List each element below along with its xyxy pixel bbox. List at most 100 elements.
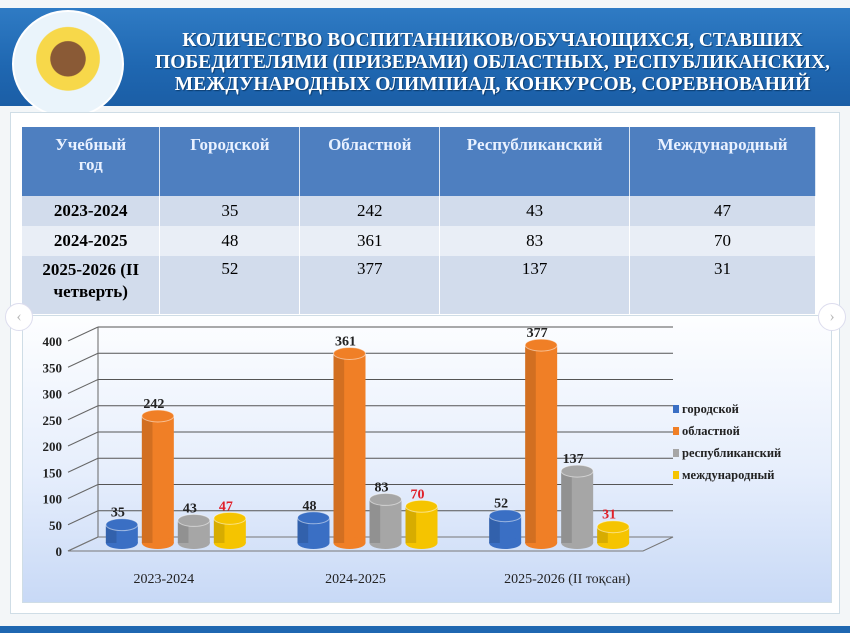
- gridline-side: [67, 457, 99, 473]
- page-title: КОЛИЧЕСТВО ВОСПИТАННИКОВ/ОБУЧАЮЩИХСЯ, СТ…: [140, 30, 845, 96]
- table-row: 2023-2024 35 242 43 47: [22, 196, 816, 226]
- bar-shade: [561, 471, 572, 543]
- gridline-side: [67, 352, 99, 368]
- bar-shade: [369, 499, 381, 543]
- cell-year: 2023-2024: [22, 196, 161, 226]
- title-line: КОЛИЧЕСТВО ВОСПИТАННИКОВ/ОБУЧАЮЩИХСЯ, СТ…: [182, 30, 803, 51]
- legend-item: областной: [682, 424, 740, 438]
- data-label: 361: [335, 334, 356, 349]
- gridline-side: [67, 510, 99, 526]
- bar-top: [369, 492, 402, 506]
- bar-base: [525, 537, 558, 549]
- chevron-left-icon: ‹: [16, 308, 22, 325]
- legend-swatch: [673, 405, 679, 413]
- bar-top: [333, 346, 366, 360]
- data-table: Учебный год Городской Областной Республи…: [22, 127, 816, 314]
- bar-shade: [597, 526, 608, 543]
- legend-item: международный: [682, 468, 774, 482]
- data-label: 83: [375, 480, 389, 495]
- title-line: ПОБЕДИТЕЛЯМИ (ПРИЗЕРАМИ) ОБЛАСТНЫХ, РЕСП…: [155, 52, 830, 73]
- bar-shade: [525, 345, 536, 543]
- bar-областной: [525, 345, 558, 543]
- y-tick-label: 100: [43, 492, 63, 507]
- data-label: 137: [563, 452, 584, 467]
- gridline-side: [67, 431, 99, 447]
- prev-slide-button[interactable]: ‹: [5, 303, 33, 331]
- bar-base: [369, 537, 402, 549]
- y-tick-label: 250: [43, 413, 63, 428]
- header-republic: Республиканский: [439, 127, 631, 196]
- bar-top: [488, 509, 522, 523]
- bar-top: [105, 518, 139, 532]
- data-label: 377: [527, 326, 548, 341]
- bar-base: [333, 537, 366, 549]
- header-region: Областной: [299, 127, 441, 196]
- bar-base: [213, 537, 246, 549]
- bar-base: [297, 537, 330, 549]
- bar-shade: [405, 506, 417, 543]
- bar-областной: [333, 353, 366, 543]
- cell-year: 2025-2026 (II четверть): [22, 256, 161, 314]
- cell: 361: [299, 226, 441, 256]
- bar-shade: [333, 353, 345, 543]
- chart-panel: 0 50 100 150 200 250 300 350 400 35 242 43 47 2023-20…: [22, 315, 832, 603]
- data-label: 31: [602, 508, 616, 523]
- chevron-right-icon: ›: [829, 308, 835, 325]
- cell: 52: [159, 256, 301, 314]
- bar-top: [596, 520, 630, 534]
- bar-base: [141, 537, 174, 549]
- header-banner: КОЛИЧЕСТВО ВОСПИТАННИКОВ/ОБУЧАЮЩИХСЯ, СТ…: [0, 8, 850, 118]
- cell: 83: [439, 226, 631, 256]
- bar-top: [213, 511, 247, 525]
- legend-item: республиканский: [682, 446, 781, 460]
- data-label: 35: [111, 506, 125, 521]
- bar-shade: [105, 524, 117, 543]
- y-tick-label: 200: [43, 439, 63, 454]
- bar-base: [489, 537, 522, 549]
- bar-base: [177, 537, 210, 549]
- next-slide-button[interactable]: ›: [818, 303, 846, 331]
- cell-year: 2024-2025: [22, 226, 161, 256]
- x-tick-label: 2023-2024: [133, 572, 194, 587]
- bar-республиканский: [369, 499, 402, 543]
- data-label: 242: [143, 397, 164, 412]
- header-year: Учебный год: [22, 127, 161, 196]
- cell: 43: [439, 196, 631, 226]
- data-label: 48: [303, 499, 317, 514]
- bar-shade: [297, 517, 309, 543]
- bar-top: [405, 499, 438, 513]
- bar-base: [405, 537, 438, 549]
- table-header-row: Учебный год Городской Областной Республи…: [22, 127, 816, 196]
- legend-swatch: [673, 427, 679, 435]
- bar-shade: [177, 520, 189, 543]
- bar-республиканский: [561, 471, 594, 543]
- y-tick-label: 350: [43, 360, 63, 375]
- header-city: Городской: [159, 127, 301, 196]
- x-tick-label: 2024-2025: [325, 572, 386, 587]
- bar-base: [105, 537, 138, 549]
- school-logo: [12, 10, 124, 118]
- bar-shade: [213, 518, 225, 543]
- y-tick-label: 0: [56, 544, 63, 559]
- bar-top: [141, 409, 175, 423]
- bar-shade: [489, 515, 500, 543]
- y-tick-label: 50: [49, 518, 62, 533]
- cell: 35: [159, 196, 301, 226]
- gridline-side: [67, 326, 99, 342]
- y-tick-label: 400: [43, 334, 63, 349]
- y-tick-label: 300: [43, 387, 63, 402]
- cell: 377: [299, 256, 441, 314]
- bar-base: [597, 537, 630, 549]
- cell: 47: [629, 196, 816, 226]
- gridline-side: [67, 484, 99, 499]
- gridline-side: [67, 405, 99, 421]
- cell: 31: [629, 256, 816, 314]
- bar-областной: [141, 415, 174, 543]
- legend-swatch: [673, 449, 679, 457]
- bar-top: [177, 513, 211, 527]
- cell: 137: [439, 256, 631, 314]
- bar-top: [560, 464, 594, 478]
- bar-chart: 0 50 100 150 200 250 300 350 400 35 242 43 47 2023-20…: [43, 326, 782, 587]
- footer-bar: [0, 626, 850, 633]
- cell: 70: [629, 226, 816, 256]
